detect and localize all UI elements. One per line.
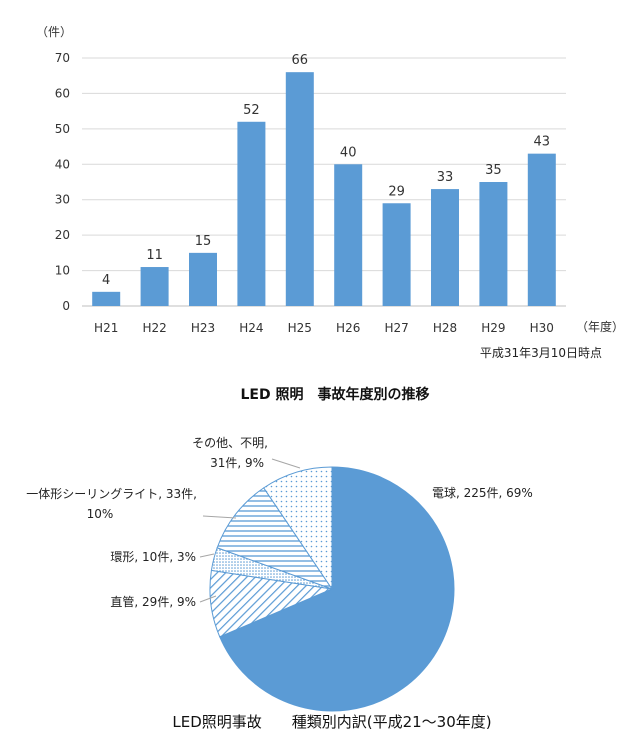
bar-H25 [285, 72, 314, 307]
x-tick-label: H22 [142, 321, 166, 335]
leader-line [199, 595, 217, 603]
pie-leader-lines [199, 458, 301, 603]
pie-slice-0 [219, 466, 455, 712]
leader-line [271, 458, 301, 469]
bar-value-label: 4 [102, 273, 110, 288]
pie-slice-label: 電球, 225件, 69% [432, 486, 533, 500]
bar-value-label: 40 [340, 145, 357, 160]
bar-H30 [527, 153, 556, 306]
x-tick-label: H27 [384, 321, 408, 335]
pie-slice-label: その他、不明, [192, 436, 268, 450]
pie-chart-title: LED照明事故 種類別内訳(平成21～30年度) [172, 713, 491, 731]
y-tick-label: 20 [55, 228, 70, 242]
x-tick-label: H24 [239, 321, 263, 335]
pie-slice-label: 環形, 10件, 3% [110, 550, 196, 564]
x-tick-label: H30 [530, 321, 554, 335]
bar-series [92, 72, 556, 307]
y-unit-label: （件） [36, 25, 72, 39]
bar-H29 [479, 182, 508, 306]
bar-y-tick-labels: 0 10 20 30 40 50 60 70 [55, 51, 70, 313]
bar-value-label: 52 [243, 103, 260, 118]
bar-value-label: 43 [534, 135, 551, 150]
bar-chart-title: LED 照明 事故年度別の推移 [241, 386, 430, 403]
leader-line [199, 553, 215, 558]
bar-H21 [92, 291, 121, 306]
y-tick-label: 40 [55, 157, 70, 171]
bar-value-label: 29 [388, 184, 405, 199]
pie-chart: 電球, 225件, 69% 直管, 29件, 9% 環形, 10件, 3% 一体形シー… [26, 436, 533, 731]
bar-x-tick-labels: H21 H22 H23 H24 H25 H26 H27 H28 H29 H30 [94, 321, 554, 335]
y-tick-label: 50 [55, 122, 70, 136]
x-tick-label: H26 [336, 321, 360, 335]
bar-value-label: 35 [485, 163, 502, 178]
bar-H28 [431, 189, 459, 306]
x-tick-label: H29 [481, 321, 505, 335]
pie-slice-label: 直管, 29件, 9% [110, 594, 196, 609]
bar-H27 [382, 203, 411, 306]
pie-slice-4 [263, 466, 333, 591]
y-tick-label: 0 [62, 299, 70, 313]
x-unit-label: （年度） [576, 319, 624, 334]
x-tick-label: H28 [433, 321, 457, 335]
pie-slice-3 [216, 487, 334, 590]
x-tick-label: H25 [288, 321, 312, 335]
x-tick-label: H23 [191, 321, 215, 335]
y-tick-label: 60 [55, 86, 70, 100]
leader-line [202, 515, 237, 519]
pie-slice-label: 一体形シーリングライト, 33件, [26, 487, 197, 501]
x-tick-label: H21 [94, 321, 118, 335]
pie-slice-label: 10% [87, 507, 114, 521]
y-tick-label: 30 [55, 193, 70, 207]
bar-H23 [189, 252, 217, 306]
y-tick-label: 70 [55, 51, 70, 65]
pie-slices [209, 466, 455, 712]
bar-H22 [140, 267, 169, 306]
bar-value-label: 15 [195, 234, 212, 249]
bar-value-labels: 4 11 15 52 66 40 29 33 35 43 [102, 53, 550, 288]
y-tick-label: 10 [55, 264, 70, 278]
bar-chart-note: 平成31年3月10日時点 [480, 346, 602, 360]
pie-slice-labels: 電球, 225件, 69% 直管, 29件, 9% 環形, 10件, 3% 一体形シー… [26, 436, 533, 609]
bar-H26 [334, 164, 363, 306]
bar-value-label: 66 [292, 53, 309, 68]
bar-H24 [237, 121, 266, 307]
pie-slice-label: 31件, 9% [210, 456, 264, 470]
bar-value-label: 33 [437, 170, 454, 185]
bar-value-label: 11 [146, 248, 163, 263]
